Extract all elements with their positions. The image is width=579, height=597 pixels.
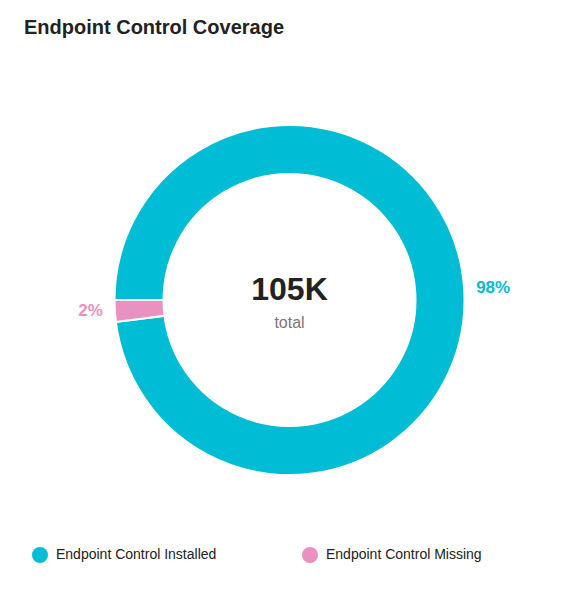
data-label: 2% [78,301,103,320]
legend-entry: Endpoint Control Installed [56,546,216,562]
legend-swatch [302,547,318,563]
annotation: 105K [251,271,328,307]
slice [115,300,165,322]
chart: Endpoint Control Coverage 98% 2% 105K total E… [0,0,579,597]
data-label: 98% [476,278,510,297]
slices [115,125,465,475]
legend-swatch [32,547,48,563]
legend-entry: Endpoint Control Missing [326,546,482,562]
title: Endpoint Control Coverage [24,16,284,38]
slice [115,125,465,475]
annotation: total [274,314,304,331]
legend: Endpoint Control Installed Endpoint Contr… [32,546,482,563]
